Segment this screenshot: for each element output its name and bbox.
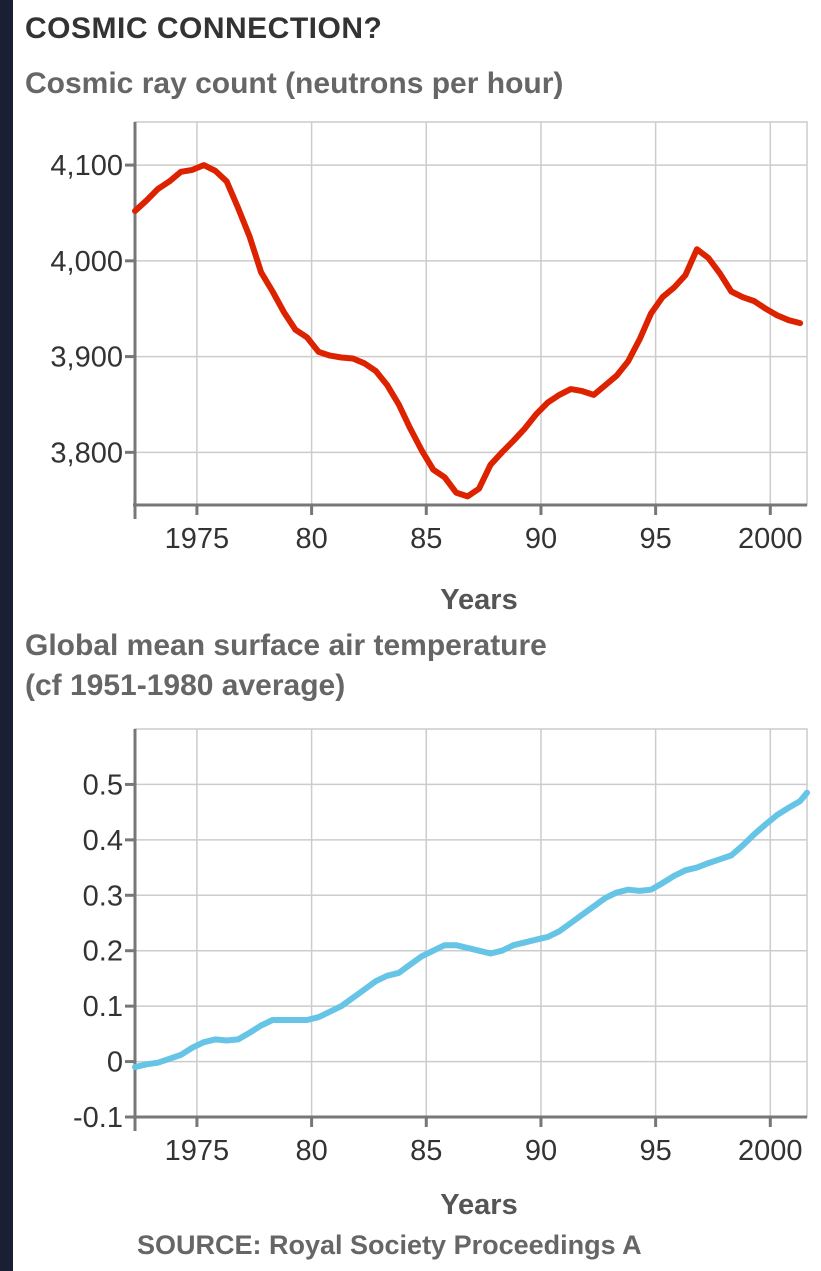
chart-2-frame xyxy=(134,728,808,1118)
chart-1-y-tick-label: 4,000 xyxy=(50,246,123,278)
chart-2-y-tick-label: -0.1 xyxy=(73,1102,123,1134)
chart-1-y-tick-label: 3,900 xyxy=(50,342,123,374)
chart-2-y-tick-label: 0.1 xyxy=(83,991,123,1023)
chart-1-y-tick-label: 4,100 xyxy=(50,150,123,182)
chart-2-x-tick-label: 95 xyxy=(639,1135,671,1167)
chart-2-x-tick-label: 1975 xyxy=(165,1135,230,1167)
chart-1-x-tick-label: 85 xyxy=(410,523,442,555)
chart-1-x-tick-label: 95 xyxy=(639,523,671,555)
chart-1-x-tick-label: 80 xyxy=(295,523,327,555)
chart-1-y-tick-label: 3,800 xyxy=(50,437,123,469)
chart-2-x-axis-title: Years xyxy=(440,1189,517,1221)
chart-1-x-axis-title: Years xyxy=(440,584,517,616)
chart-1-x-tick-label: 1975 xyxy=(165,523,230,555)
chart-2-x-tick-label: 90 xyxy=(525,1135,557,1167)
chart-1-x-tick-label: 90 xyxy=(525,523,557,555)
chart-2-x-tick-label: 2000 xyxy=(738,1135,803,1167)
cosmic-ray-chart: 3,800 3,900 4,000 4,100 1975 80 85 90 95 2000 Year… xyxy=(50,121,808,616)
chart-1-series-line xyxy=(132,162,804,500)
chart-2-y-tick-label: 0.4 xyxy=(83,825,123,857)
chart-2-subtitle: (cf 1951-1980 average) xyxy=(25,669,346,702)
chart-2-y-tick-label: 0.2 xyxy=(83,936,123,968)
chart-2-title-line1: Global mean surface air temperature xyxy=(25,629,547,662)
figure-title: COSMIC CONNECTION? xyxy=(25,12,383,45)
chart-2-series-line xyxy=(132,789,810,1071)
chart-2-y-tick-label: 0.3 xyxy=(83,880,123,912)
chart-1-x-tick-label: 2000 xyxy=(738,523,803,555)
chart-1-title: Cosmic ray count (neutrons per hour) xyxy=(25,67,564,100)
chart-2-x-tick-label: 85 xyxy=(410,1135,442,1167)
chart-2-title: Global mean surface air temperature (cf … xyxy=(25,626,547,706)
chart-2-y-tick-label: 0 xyxy=(107,1047,123,1079)
source-note: SOURCE: Royal Society Proceedings A xyxy=(137,1230,642,1260)
chart-2-y-tick-label: 0.5 xyxy=(83,769,123,801)
temperature-chart: -0.1 0 0.1 0.2 0.3 0.4 0.5 1975 80 85 90 95 2000 Year… xyxy=(73,728,810,1221)
figure-panel: COSMIC CONNECTION? Cosmic ray count (neu… xyxy=(13,0,821,1271)
chart-2-x-tick-label: 80 xyxy=(295,1135,327,1167)
